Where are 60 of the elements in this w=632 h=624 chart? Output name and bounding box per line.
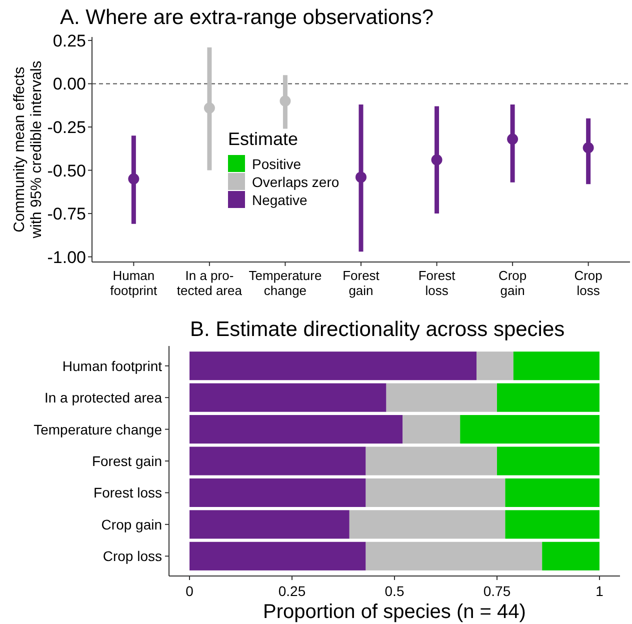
point (204, 102, 215, 114)
bar (190, 383, 386, 412)
y-tick-label: Temperature change (34, 421, 162, 438)
y-tick-label: Forest loss (94, 484, 162, 501)
x-tick-label: Temperature change (248, 268, 322, 298)
chart-title: A. Where are extra-range observations? (60, 6, 434, 29)
bar (402, 415, 460, 444)
point (507, 134, 518, 145)
y-tick-label: Crop loss (102, 548, 162, 564)
point (431, 154, 442, 166)
y-tick-label: Human footprint (62, 358, 162, 374)
y-tick-label: -1.00 (47, 248, 86, 267)
x-tick-label: Crop loss (574, 268, 602, 298)
bar (366, 542, 542, 570)
legend-title: Estimate (228, 129, 298, 149)
bar (513, 352, 600, 380)
point (356, 172, 366, 183)
bar (386, 383, 497, 412)
legend-label: Negative (252, 192, 308, 208)
x-tick-label: In a pro- tected area (176, 268, 243, 298)
x-axis-title: Proportion of species (n = 44) (263, 601, 526, 623)
x-tick-label: 0 (186, 583, 194, 599)
bar (497, 383, 600, 412)
bar (460, 415, 600, 444)
point (582, 142, 594, 154)
legend-label: Overlaps zero (252, 174, 340, 190)
bar (542, 542, 600, 570)
y-tick-label: Crop gain (101, 516, 162, 532)
y-tick-label: -0.50 (47, 161, 86, 180)
y-tick-label: Forest gain (92, 453, 162, 469)
x-tick-label: Forest gain (342, 268, 380, 298)
bar (476, 352, 514, 380)
point (280, 96, 291, 107)
bar (190, 446, 366, 476)
y-tick-label: -0.75 (47, 204, 86, 224)
y-tick-label: In a protected area (44, 390, 162, 406)
bar (497, 446, 600, 476)
bar (190, 510, 350, 539)
bar (505, 478, 600, 507)
point (128, 173, 140, 184)
bar (505, 510, 600, 539)
chart-title: B. Estimate directionality across species (190, 318, 565, 341)
bar (366, 446, 497, 476)
legend-label: Positive (252, 156, 302, 172)
bar (190, 415, 403, 444)
x-tick-label: Forest loss (418, 268, 456, 298)
y-axis-title: Community mean effects with 95% credible intervals (11, 60, 45, 240)
bar (366, 478, 506, 507)
x-tick-label: 1 (596, 583, 604, 599)
y-tick-label: 0.00 (52, 74, 86, 94)
bar (190, 478, 366, 507)
y-tick-label: 0.25 (52, 31, 86, 50)
y-tick-label: -0.25 (47, 118, 86, 137)
bar (190, 352, 476, 380)
bar (349, 510, 506, 539)
x-tick-label: 0.75 (483, 583, 511, 599)
x-tick-label: 0.5 (384, 583, 404, 599)
x-tick-label: Crop gain (498, 268, 527, 298)
bar (190, 542, 366, 570)
x-tick-label: 0.25 (278, 583, 306, 599)
